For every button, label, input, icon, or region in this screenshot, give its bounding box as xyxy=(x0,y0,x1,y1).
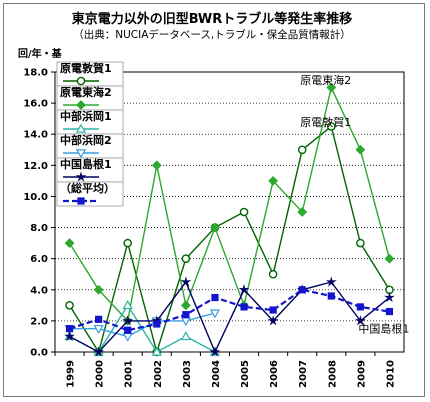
legend-label: 原電敦賀1 xyxy=(60,61,112,75)
series-0-point xyxy=(239,207,249,217)
series-0-point xyxy=(65,301,74,310)
legend-swatch-marker xyxy=(76,76,86,86)
series-5-point xyxy=(65,325,74,333)
series-5-point xyxy=(356,303,364,311)
series-0-point xyxy=(268,269,278,279)
series-1-point xyxy=(297,207,308,217)
series-1-point xyxy=(93,284,104,295)
chart-title: 東京電力以外の旧型BWRトラブル等発生率推移 xyxy=(72,11,353,27)
legend-swatch-marker xyxy=(76,100,86,110)
x-tick-label: 2006 xyxy=(269,360,280,388)
legend-label: 原電東海2 xyxy=(60,85,112,99)
series-4-point xyxy=(93,346,105,357)
series-4-point xyxy=(325,276,337,287)
x-tick-label: 2000 xyxy=(95,360,106,388)
annotation-label: 中国島根1 xyxy=(358,322,409,336)
series-3-point xyxy=(93,324,104,334)
series-1-point xyxy=(151,160,162,171)
y-tick-label: 0.0 xyxy=(30,348,48,359)
series-1-point xyxy=(268,175,279,186)
x-tick-label: 2008 xyxy=(327,360,338,388)
x-tick-label: 1999 xyxy=(66,360,77,388)
x-tick-label: 2004 xyxy=(211,360,222,388)
series-5-line xyxy=(69,288,390,332)
series-5-point xyxy=(153,320,161,328)
series-2-point xyxy=(151,346,162,356)
legend-label: 中国島根1 xyxy=(60,157,112,171)
legend-label: （総平均） xyxy=(60,181,115,195)
x-tick-label: 2005 xyxy=(240,360,251,388)
series-4-point xyxy=(209,346,221,357)
y-tick-label: 10.0 xyxy=(23,192,48,203)
series-4-point xyxy=(180,276,192,287)
series-3-point xyxy=(209,309,221,319)
y-tick-label: 18.0 xyxy=(23,68,48,79)
legend-entry-box xyxy=(56,157,124,183)
y-tick-label: 12.0 xyxy=(23,161,48,172)
series-3-line xyxy=(69,312,216,338)
series-5-group xyxy=(65,286,394,334)
series-0-point xyxy=(297,145,307,155)
y-tick-label: 16.0 xyxy=(23,99,48,110)
series-0-point xyxy=(123,238,133,248)
series-2-point xyxy=(180,331,192,341)
legend-swatch-marker xyxy=(75,123,87,133)
series-4-point xyxy=(64,330,75,342)
series-4-point xyxy=(122,315,134,326)
series-1-line xyxy=(68,85,391,323)
y-tick-label: 8.0 xyxy=(30,223,48,234)
series-5-point xyxy=(240,303,248,311)
series-5-point xyxy=(327,292,335,300)
series-4-line xyxy=(69,280,390,354)
x-tick-label: 2003 xyxy=(182,360,193,388)
annotation-label: 原電東海2 xyxy=(300,73,351,87)
series-4-point xyxy=(354,315,366,326)
series-1-point xyxy=(326,82,337,93)
legend-entry-box xyxy=(56,85,124,111)
series-1-point xyxy=(384,253,395,264)
annotation-label: 原電敦賀1 xyxy=(300,115,351,129)
x-tick-label: 2002 xyxy=(153,360,164,388)
series-5-point xyxy=(269,306,277,314)
y-tick-label: 4.0 xyxy=(30,285,48,296)
legend-swatch-marker xyxy=(75,149,87,159)
chart-subtitle: （出典：NUCIAデータベース,トラブル・保全品質情報計） xyxy=(73,28,350,41)
series-4-point xyxy=(238,284,250,295)
series-2-point xyxy=(122,300,133,310)
series-4-point xyxy=(384,291,395,303)
legend-swatch-marker xyxy=(75,171,87,182)
series-5-point xyxy=(124,326,132,334)
series-1-point xyxy=(210,222,220,233)
y-tick-label: 14.0 xyxy=(23,130,48,141)
series-5-point xyxy=(385,307,394,316)
legend-label: 中部浜岡2 xyxy=(60,133,112,147)
series-4-group xyxy=(64,276,395,357)
series-1-point xyxy=(355,144,366,155)
x-tick-label: 2009 xyxy=(356,360,367,388)
x-tick-label: 2007 xyxy=(298,360,309,388)
series-4-point xyxy=(267,315,279,326)
series-0-line xyxy=(68,125,391,355)
x-tick-label: 2001 xyxy=(124,360,135,388)
series-0-point xyxy=(326,122,336,131)
legend-entry-box xyxy=(56,109,124,135)
y-tick-label: 2.0 xyxy=(30,316,48,327)
y-axis-label: 回/年・基 xyxy=(18,47,63,60)
y-tick-label: 6.0 xyxy=(30,254,48,265)
series-1-point xyxy=(180,300,191,311)
series-5-point xyxy=(211,293,219,302)
legend-entry-box xyxy=(56,61,124,87)
series-5-point xyxy=(95,315,103,323)
series-5-point xyxy=(182,311,190,319)
x-tick-label: 2010 xyxy=(385,360,396,388)
series-1-point xyxy=(64,238,75,249)
series-5-point xyxy=(298,286,306,294)
legend-swatch-marker xyxy=(77,197,85,205)
series-0-point xyxy=(356,238,365,248)
series-0-point xyxy=(181,254,191,263)
legend-label: 中部浜岡1 xyxy=(60,109,112,123)
legend-entry-box xyxy=(56,133,124,159)
